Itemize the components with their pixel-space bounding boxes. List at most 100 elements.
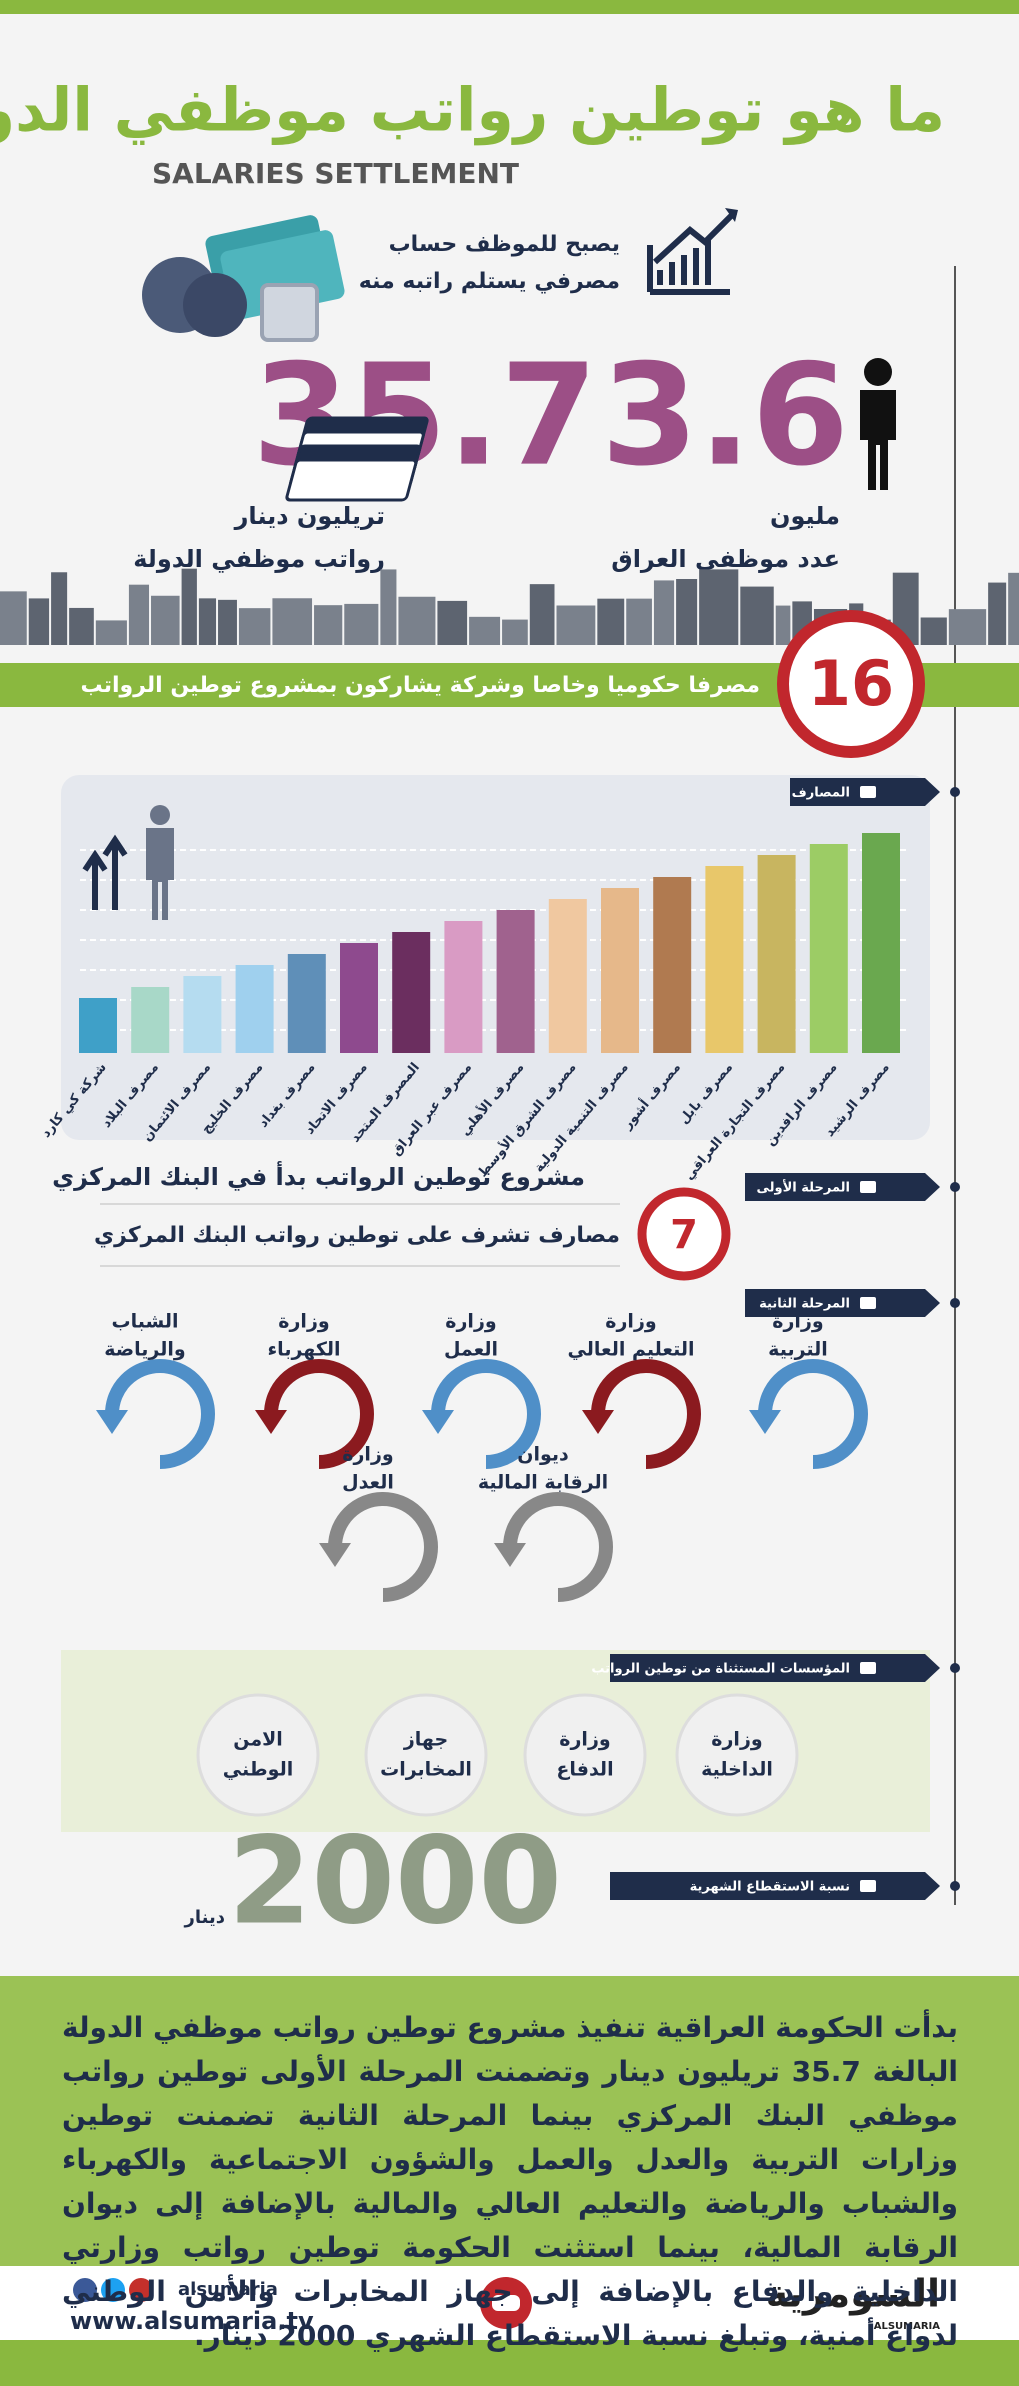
top-strip — [0, 0, 1019, 14]
excluded-circle — [523, 1693, 647, 1817]
excluded-circle — [675, 1693, 799, 1817]
arrow-head — [255, 1410, 287, 1434]
badge-number: 7 — [670, 1212, 698, 1258]
skyline — [597, 598, 625, 645]
bar — [183, 976, 222, 1053]
intro-line: مصرفي يستلم راتبه منه — [359, 269, 620, 294]
bar — [809, 844, 848, 1053]
skyline — [469, 616, 501, 645]
ministry-name: وزارة — [445, 1311, 496, 1333]
person-body — [146, 828, 174, 920]
summary-text: بدأت الحكومة العراقية تنفيذ مشروع توطين … — [62, 2011, 959, 2352]
cycle-arrow — [591, 1359, 701, 1469]
tag-icon — [860, 1297, 876, 1309]
skyline — [948, 609, 987, 645]
bar — [601, 888, 639, 1053]
excluded-circle — [196, 1693, 320, 1817]
badge — [777, 610, 925, 758]
skyline — [775, 605, 791, 645]
cycle-arrow — [503, 1492, 613, 1602]
skyline — [626, 598, 652, 645]
tag-label: المؤسسات المستثناة من توطين الرواتب — [591, 1662, 850, 1677]
skyline — [218, 599, 237, 645]
arrow-head — [96, 1410, 128, 1434]
excluded-name: جهاز — [403, 1729, 448, 1751]
section-tag — [745, 1173, 940, 1201]
skyline — [398, 596, 436, 645]
person-body — [860, 390, 896, 490]
social-icon — [73, 2278, 97, 2302]
tag-label: المرحلة الأولى — [757, 1179, 850, 1196]
safe-icon — [260, 283, 319, 342]
intro-line: يصبح للموظف حساب — [389, 232, 620, 257]
timeline-dot — [950, 1298, 960, 1308]
ministry-name: التعليم العالي — [567, 1339, 694, 1361]
tag-icon — [860, 786, 876, 798]
excluded-name: الداخلية — [701, 1759, 773, 1781]
cycle-arrow — [431, 1359, 541, 1469]
stat-label: عدد موظفي العراق — [611, 545, 840, 573]
bar — [862, 833, 900, 1053]
timeline-dot — [950, 1182, 960, 1192]
section-tag — [610, 1872, 940, 1900]
deduction-value: 2000 — [228, 1813, 562, 1952]
skyline — [0, 591, 27, 645]
section-tag — [610, 1654, 940, 1682]
bar — [392, 932, 431, 1053]
tag-icon — [860, 1880, 876, 1892]
ministry-name: التربية — [768, 1339, 828, 1361]
stat-unit: مليون — [770, 502, 840, 530]
logo-subtext: ALSUMARIA — [874, 2321, 941, 2332]
skyline — [699, 569, 739, 645]
excluded-name: الدفاع — [556, 1759, 613, 1781]
skyline — [502, 619, 528, 645]
social-icon — [129, 2278, 153, 2302]
skyline — [556, 605, 596, 645]
ministry-name: والرياضة — [104, 1339, 185, 1361]
bottom-strip — [0, 2340, 1019, 2386]
arrow-head — [582, 1410, 614, 1434]
growth-arrow — [82, 834, 128, 910]
cycle-arrow — [758, 1359, 868, 1469]
logo-text: السومرية — [766, 2272, 940, 2316]
badge — [637, 1187, 731, 1281]
tag-label: المرحلة الثانية — [759, 1297, 850, 1312]
logo-mark-inner — [492, 2295, 520, 2311]
site-url: www.alsumaria.tv — [70, 2307, 314, 2335]
ministry-name: الشباب — [112, 1311, 179, 1333]
skyline — [181, 568, 197, 645]
skyline — [676, 579, 698, 645]
handle: alsumaria — [178, 2279, 278, 2300]
skyline — [272, 598, 313, 645]
timeline-dot — [950, 1663, 960, 1673]
title: ما هو توطين رواتب موظفي الدولة؟ — [0, 76, 945, 146]
cycle-arrow — [264, 1359, 374, 1469]
skyline — [344, 603, 379, 645]
tag-icon — [860, 1662, 876, 1674]
skyline — [920, 617, 947, 645]
excluded-name: وزارة — [711, 1729, 762, 1751]
section-tag — [745, 1289, 940, 1317]
chart-arrow — [725, 208, 738, 222]
social-icon — [101, 2278, 125, 2302]
ministry-name: وزارة — [772, 1311, 823, 1333]
skyline — [238, 608, 271, 645]
skyline — [128, 584, 150, 645]
phase-text: مشروع توطين الرواتب بدأ في البنك المركزي — [52, 1161, 585, 1191]
badge-number: 16 — [808, 647, 894, 720]
skyline — [653, 580, 675, 645]
cycle-arrow — [328, 1492, 438, 1602]
bar — [287, 954, 326, 1053]
excluded-name: وزارة — [559, 1729, 610, 1751]
bar — [79, 998, 117, 1053]
subtitle: SALARIES SETTLEMENT — [152, 157, 519, 190]
cycle-arrow — [105, 1359, 215, 1469]
chart-icon — [647, 209, 738, 295]
timeline-dot — [950, 1881, 960, 1891]
bar — [705, 866, 744, 1053]
ministry-name: وزارة — [605, 1311, 656, 1333]
tag-label: المصارف — [792, 786, 850, 801]
skyline — [151, 595, 180, 645]
